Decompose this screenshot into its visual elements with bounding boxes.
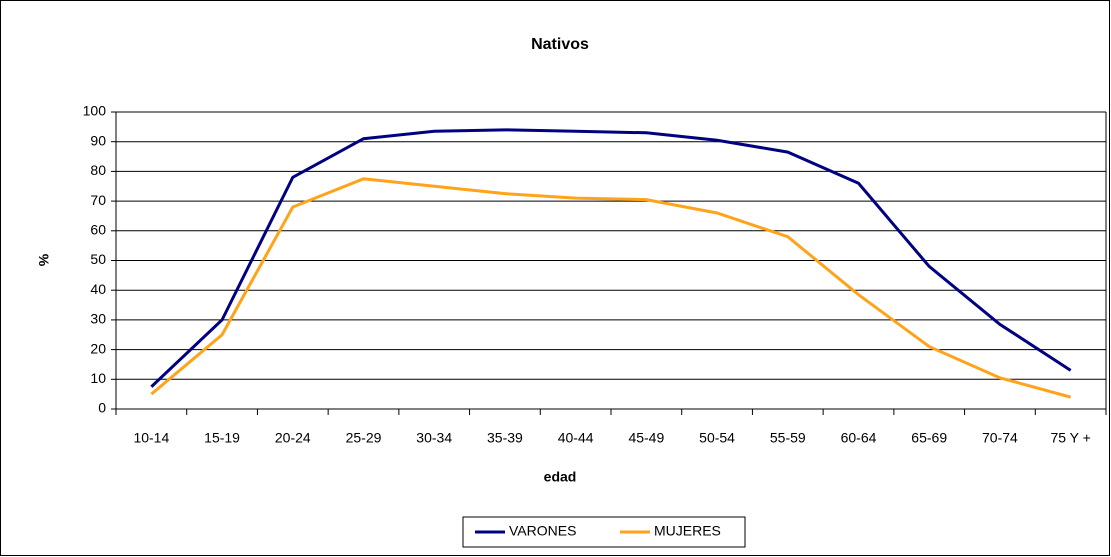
y-tick-label: 70	[90, 192, 106, 208]
series-line	[150, 128, 1072, 388]
x-tick-label: 75 Y +	[1050, 430, 1090, 446]
x-tick-label: 10-14	[133, 430, 169, 446]
x-tick-label: 15-19	[204, 430, 240, 446]
x-tick-label: 65-69	[911, 430, 947, 446]
x-tick-label: 20-24	[275, 430, 311, 446]
y-tick-label: 30	[90, 311, 106, 327]
series-line	[150, 177, 1072, 399]
legend-label: VARONES	[509, 523, 576, 539]
x-tick-label: 25-29	[346, 430, 382, 446]
x-tick-label: 45-49	[628, 430, 664, 446]
x-tick-label: 60-64	[841, 430, 877, 446]
x-tick-label: 35-39	[487, 430, 523, 446]
y-tick-label: 40	[90, 281, 106, 297]
x-tick-label: 70-74	[982, 430, 1018, 446]
legend-label: MUJERES	[654, 523, 721, 539]
y-tick-label: 60	[90, 222, 106, 238]
x-tick-label: 55-59	[770, 430, 806, 446]
y-tick-label: 20	[90, 340, 106, 356]
y-tick-label: 80	[90, 162, 106, 178]
y-tick-label: 0	[98, 400, 106, 416]
y-tick-label: 100	[83, 103, 107, 119]
x-tick-label: 40-44	[558, 430, 594, 446]
x-tick-label: 50-54	[699, 430, 735, 446]
y-tick-label: 50	[90, 251, 106, 267]
y-tick-label: 90	[90, 132, 106, 148]
legend-box	[462, 516, 746, 548]
x-tick-label: 30-34	[416, 430, 452, 446]
chart-title: Nativos	[531, 36, 589, 53]
y-axis-label: %	[36, 253, 52, 266]
x-axis-label: edad	[544, 469, 577, 485]
y-tick-label: 10	[90, 370, 106, 386]
